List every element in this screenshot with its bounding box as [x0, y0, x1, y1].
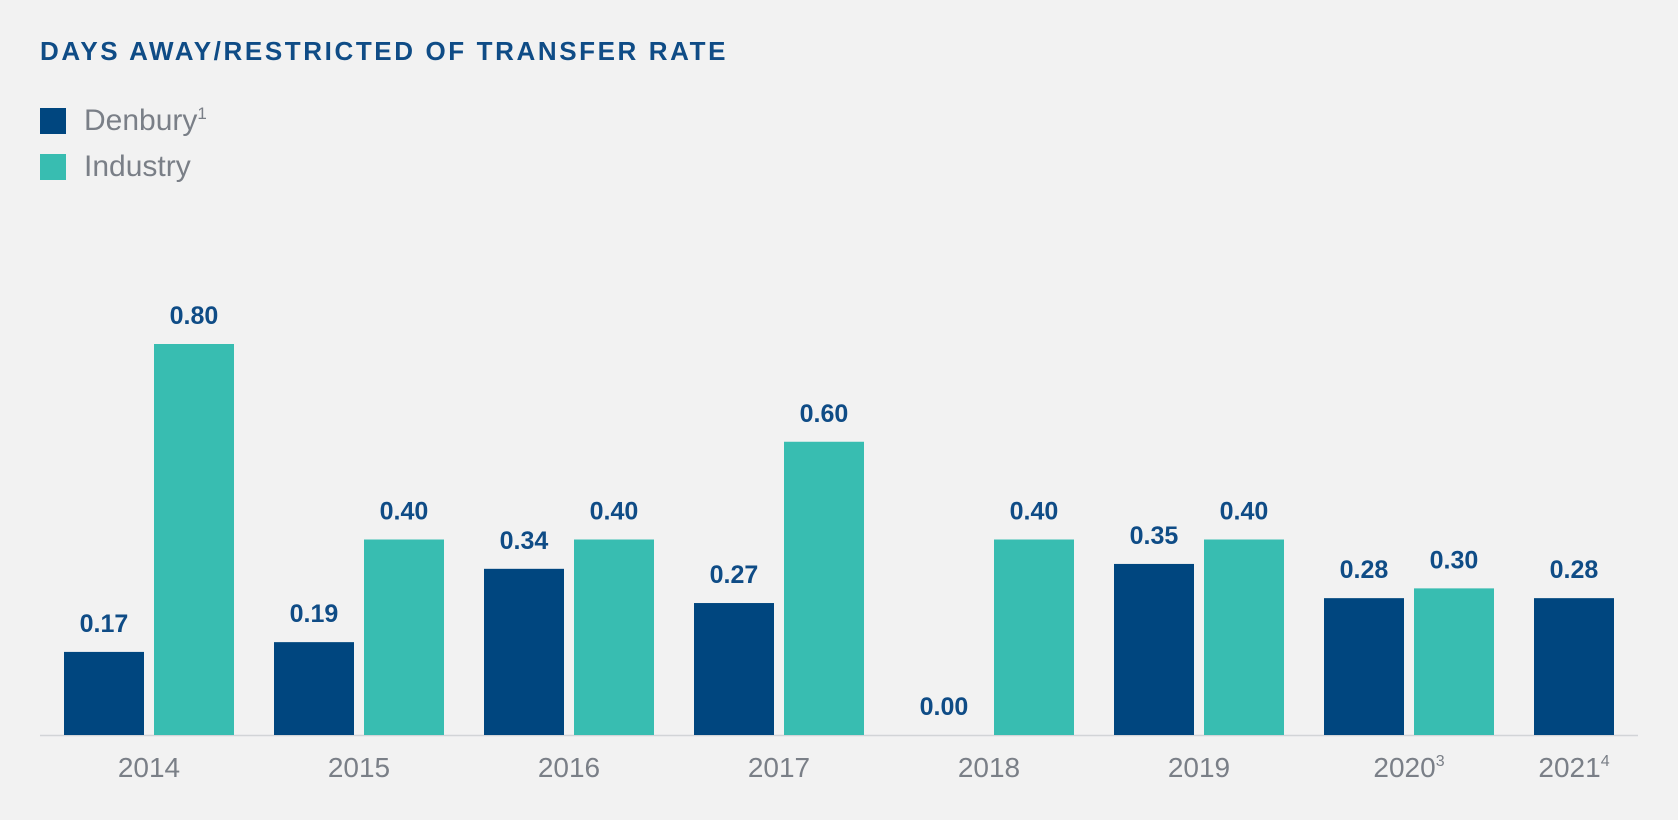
data-label-industry-2020: 0.30 — [1430, 546, 1479, 574]
bar-industry-2016 — [574, 539, 654, 735]
legend-item-industry: Industry — [40, 144, 207, 190]
data-label-denbury-2019: 0.35 — [1130, 522, 1179, 550]
data-label-industry-2019: 0.40 — [1220, 498, 1269, 526]
data-label-denbury-2021: 0.28 — [1550, 556, 1599, 584]
bar-denbury-2016 — [484, 568, 564, 735]
bar-industry-2018 — [994, 539, 1074, 735]
x-tick-label-2015: 2015 — [328, 752, 390, 783]
legend-swatch-industry — [40, 154, 66, 180]
x-tick-label-2021: 20214 — [1538, 752, 1609, 783]
data-label-denbury-2020: 0.28 — [1340, 556, 1389, 584]
bar-denbury-2019 — [1114, 563, 1194, 735]
legend-label-denbury: Denbury1 — [84, 104, 207, 137]
legend-label-industry: Industry — [84, 150, 191, 183]
bar-industry-2017 — [784, 441, 864, 735]
data-label-denbury-2015: 0.19 — [290, 600, 339, 628]
bar-denbury-2021 — [1534, 598, 1614, 735]
x-tick-label-2018: 2018 — [958, 752, 1020, 783]
data-label-denbury-2017: 0.27 — [710, 561, 759, 589]
legend-swatch-denbury — [40, 108, 66, 134]
x-tick-label-2017: 2017 — [748, 752, 810, 783]
data-label-industry-2018: 0.40 — [1010, 498, 1059, 526]
bar-industry-2019 — [1204, 539, 1284, 735]
bar-industry-2015 — [364, 539, 444, 735]
chart-legend: Denbury1 Industry — [40, 98, 207, 190]
data-label-denbury-2016: 0.34 — [500, 527, 549, 555]
legend-item-denbury: Denbury1 — [40, 98, 207, 144]
x-tick-label-2016: 2016 — [538, 752, 600, 783]
x-tick-label-2020: 20203 — [1373, 752, 1444, 783]
bar-denbury-2017 — [694, 603, 774, 735]
data-label-industry-2014: 0.80 — [170, 302, 219, 330]
bar-industry-2014 — [154, 344, 234, 735]
data-label-denbury-2014: 0.17 — [80, 610, 129, 638]
data-label-industry-2017: 0.60 — [800, 400, 849, 428]
x-tick-label-2019: 2019 — [1168, 752, 1230, 783]
chart-title: DAYS AWAY/RESTRICTED OF TRANSFER RATE — [40, 36, 729, 66]
bar-denbury-2015 — [274, 642, 354, 735]
bar-denbury-2020 — [1324, 598, 1404, 735]
bar-denbury-2014 — [64, 651, 144, 735]
bar-industry-2020 — [1414, 588, 1494, 735]
x-tick-label-2014: 2014 — [118, 752, 180, 783]
data-label-industry-2015: 0.40 — [380, 498, 429, 526]
data-label-denbury-2018: 0.00 — [920, 693, 969, 721]
data-label-industry-2016: 0.40 — [590, 498, 639, 526]
